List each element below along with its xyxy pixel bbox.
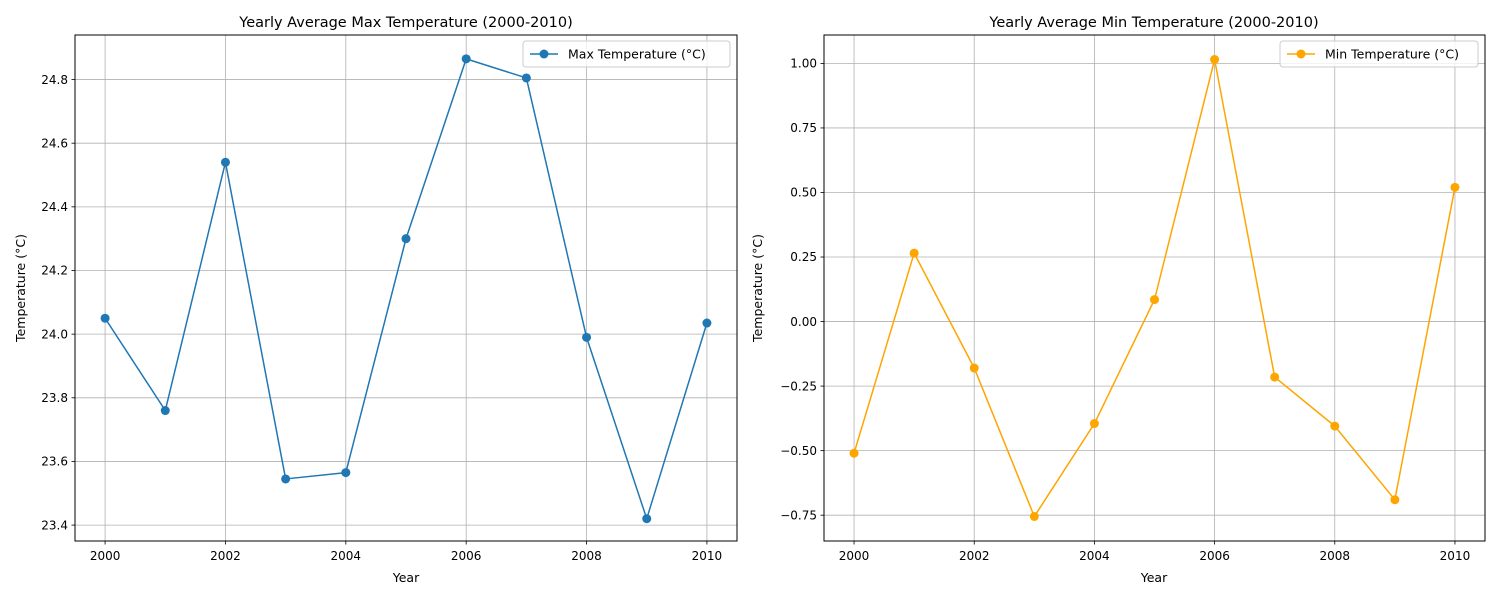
data-point [642, 514, 652, 524]
x-tick-label: 2010 [1440, 549, 1471, 563]
plot-frame [823, 34, 1486, 542]
y-tick-label: 24.6 [41, 136, 68, 150]
legend-label: Max Temperature (°C) [568, 47, 706, 62]
x-axis-label: Year [392, 570, 420, 585]
data-point [401, 234, 411, 244]
x-tick-label: 2008 [1319, 549, 1350, 563]
x-tick-label: 2000 [839, 549, 870, 563]
x-tick-label: 2010 [692, 549, 723, 563]
y-tick-label: 24.0 [41, 327, 68, 341]
y-axis-label: Temperature (°C) [750, 234, 765, 343]
ticks: 2000 2002 2004 2006 2008 2010 −0.75 −0.50 −0.25 0… [780, 57, 1470, 563]
y-axis-label: Temperature (°C) [13, 234, 28, 343]
series [849, 55, 1460, 521]
x-tick-label: 2000 [90, 549, 121, 563]
chart-title: Yearly Average Max Temperature (2000-201… [238, 15, 572, 31]
y-tick-label: 0.75 [790, 121, 817, 135]
data-point [1210, 55, 1220, 65]
data-point [582, 332, 592, 342]
chart-title: Yearly Average Min Temperature (2000-201… [988, 15, 1318, 31]
x-axis-label: Year [1140, 570, 1168, 585]
y-tick-label: −0.25 [780, 379, 817, 393]
data-point [100, 313, 110, 323]
data-point [160, 406, 170, 416]
y-tick-label: 23.8 [41, 391, 68, 405]
y-tick-label: 0.50 [790, 186, 817, 200]
data-point [702, 318, 712, 328]
x-tick-label: 2006 [1199, 549, 1230, 563]
data-point [220, 157, 230, 167]
data-point [969, 363, 979, 373]
x-tick-label: 2002 [959, 549, 990, 563]
max-temperature-chart: Yearly Average Max Temperature (2000-201… [13, 15, 738, 585]
y-tick-label: −0.75 [780, 508, 817, 522]
y-tick-label: 24.8 [41, 73, 68, 87]
x-tick-label: 2002 [210, 549, 241, 563]
x-tick-label: 2008 [571, 549, 602, 563]
legend-label: Min Temperature (°C) [1325, 47, 1459, 62]
x-tick-label: 2006 [451, 549, 482, 563]
y-tick-label: 0.00 [790, 315, 817, 329]
data-point [281, 474, 291, 484]
data-point [461, 54, 471, 64]
data-point [909, 248, 919, 258]
data-point [1450, 182, 1460, 192]
ticks: 2000 2002 2004 2006 2008 2010 23.4 23.6 23.8 24.0… [41, 73, 722, 563]
legend-point-marker [539, 49, 549, 59]
data-point [1270, 372, 1280, 382]
x-tick-label: 2004 [331, 549, 362, 563]
legend: Max Temperature (°C) [522, 40, 731, 68]
data-point [1089, 419, 1099, 429]
grid [75, 35, 737, 541]
legend-box [1279, 40, 1479, 68]
data-point [341, 468, 351, 478]
data-point [1029, 511, 1039, 521]
y-tick-label: 0.25 [790, 250, 817, 264]
data-point [849, 448, 859, 458]
y-tick-label: 23.6 [41, 455, 68, 469]
series [100, 54, 712, 524]
y-tick-label: 24.4 [41, 200, 68, 214]
legend-box [522, 40, 731, 68]
grid [824, 35, 1485, 541]
min-temperature-chart: Yearly Average Min Temperature (2000-201… [750, 15, 1486, 585]
legend-point-marker [1296, 49, 1306, 59]
data-point [1390, 495, 1400, 505]
data-point [1330, 421, 1340, 431]
y-tick-label: 24.2 [41, 264, 68, 278]
y-tick-label: 1.00 [790, 57, 817, 71]
y-tick-label: −0.50 [780, 444, 817, 458]
data-point [1150, 295, 1159, 305]
legend: Min Temperature (°C) [1279, 40, 1479, 68]
data-point [521, 73, 531, 83]
x-tick-label: 2004 [1079, 549, 1110, 563]
plot-frame [74, 34, 738, 542]
y-tick-label: 23.4 [41, 518, 68, 532]
